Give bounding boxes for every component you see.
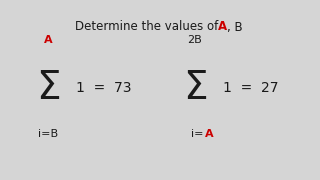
Text: i=: i=	[191, 129, 204, 139]
Text: 1  =  73: 1 = 73	[76, 81, 132, 95]
Text: $\Sigma$: $\Sigma$	[36, 69, 60, 107]
Text: A: A	[44, 35, 52, 45]
Text: 2B: 2B	[188, 35, 202, 45]
Text: 1  =  27: 1 = 27	[223, 81, 278, 95]
Text: Determine the values of: Determine the values of	[75, 21, 226, 33]
Text: i=B: i=B	[38, 129, 58, 139]
Text: A: A	[218, 21, 227, 33]
Text: , B: , B	[227, 21, 243, 33]
Text: A: A	[205, 129, 214, 139]
Text: $\Sigma$: $\Sigma$	[183, 69, 207, 107]
